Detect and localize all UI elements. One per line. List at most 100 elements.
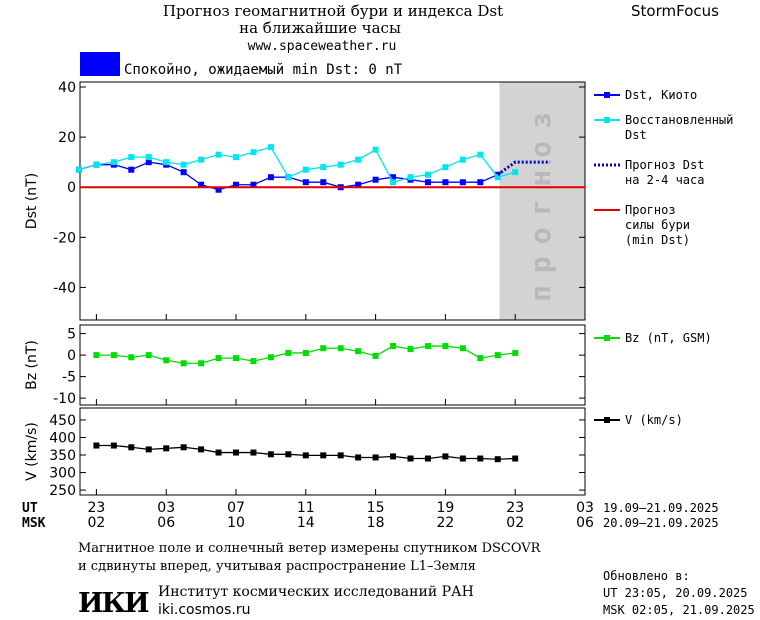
point — [180, 169, 187, 176]
point — [215, 355, 222, 362]
point — [442, 453, 449, 460]
point — [233, 449, 240, 456]
y-tick-label: -10 — [53, 391, 76, 407]
note: и сдвинуты вперед, учитывая распростране… — [78, 559, 476, 574]
point — [267, 144, 274, 151]
point — [424, 343, 431, 350]
point — [285, 451, 292, 458]
x-tick-label: 03 — [576, 500, 594, 516]
point — [459, 156, 466, 163]
panel-frame — [79, 407, 586, 496]
point — [93, 161, 100, 168]
point — [355, 348, 362, 355]
point — [198, 360, 205, 367]
point — [512, 349, 519, 356]
legend-label: Dst, Киото — [625, 88, 697, 102]
y-axis-label: V (km/s) — [24, 422, 40, 481]
y-axis-label: Dst (nT) — [24, 173, 40, 229]
point — [163, 357, 170, 364]
point — [459, 179, 466, 186]
point — [477, 151, 484, 158]
updated: Обновлено в: — [603, 569, 690, 583]
panel-frame — [79, 81, 586, 321]
point — [128, 154, 135, 161]
y-tick-label: 350 — [49, 448, 76, 464]
x-tick-label-msk: 06 — [576, 515, 594, 531]
point — [198, 446, 205, 453]
point — [75, 166, 82, 173]
point — [320, 164, 327, 171]
point — [372, 454, 379, 461]
point — [320, 345, 327, 352]
y-tick-label: 0 — [67, 348, 76, 364]
x-tick-label-msk: 02 — [87, 515, 105, 531]
institute: Институт космических исследований РАН — [158, 584, 474, 600]
point — [267, 354, 274, 361]
forecast-region — [499, 82, 585, 320]
title: на ближайшие часы — [239, 19, 401, 37]
point — [390, 343, 397, 350]
legend-label: Восстановленный Dst — [625, 113, 733, 142]
y-tick-label: 250 — [49, 483, 76, 499]
point — [424, 179, 431, 186]
x-tick-label-msk: 02 — [506, 515, 524, 531]
legend-label: Прогноз силы бури (min Dst) — [625, 203, 690, 247]
x-tick-label-msk: 10 — [227, 515, 245, 531]
logo: ИКИ — [78, 588, 149, 619]
legend-label: Bz (nT, GSM) — [625, 331, 712, 345]
point — [145, 154, 152, 161]
y-tick-label: 20 — [58, 130, 76, 146]
legend-label: Прогноз Dst на 2-4 часа — [625, 158, 704, 187]
x-tick-label: 07 — [227, 500, 245, 516]
point — [163, 445, 170, 452]
point — [250, 358, 257, 365]
point — [110, 159, 117, 166]
point — [442, 179, 449, 186]
point — [215, 186, 222, 193]
point — [128, 166, 135, 173]
point — [494, 174, 501, 181]
point — [459, 345, 466, 352]
point — [285, 174, 292, 181]
point — [285, 349, 292, 356]
y-tick-label: 450 — [49, 413, 76, 429]
point — [320, 452, 327, 459]
point — [390, 174, 397, 181]
point — [424, 171, 431, 178]
point — [494, 352, 501, 359]
point — [407, 174, 414, 181]
updated-msk: MSK 02:05, 21.09.2025 — [603, 603, 755, 617]
ut-dates: 19.09–21.09.2025 — [603, 501, 719, 515]
x-tick-label-msk: 06 — [157, 515, 175, 531]
point — [180, 360, 187, 367]
msk-label: MSK — [22, 516, 46, 531]
x-tick-label: 23 — [506, 500, 524, 516]
point — [372, 352, 379, 359]
point — [128, 444, 135, 451]
point — [233, 154, 240, 161]
point — [372, 176, 379, 183]
point — [424, 455, 431, 462]
title: Прогноз геомагнитной бури и индекса Dst — [163, 2, 503, 20]
point — [407, 455, 414, 462]
point — [215, 449, 222, 456]
point — [110, 352, 117, 359]
point — [442, 343, 449, 350]
legend-label: V (km/s) — [625, 413, 683, 427]
point — [250, 449, 257, 456]
point — [355, 181, 362, 188]
status-box — [80, 52, 120, 76]
y-tick-label: 40 — [58, 80, 76, 96]
x-tick-label: 15 — [367, 500, 385, 516]
point — [163, 159, 170, 166]
y-tick-label: 400 — [49, 430, 76, 446]
site: www.spaceweather.ru — [248, 39, 397, 54]
point — [337, 161, 344, 168]
point — [198, 156, 205, 163]
point — [390, 453, 397, 460]
point — [477, 355, 484, 362]
point — [355, 454, 362, 461]
point — [459, 455, 466, 462]
legend-marker — [604, 417, 610, 423]
